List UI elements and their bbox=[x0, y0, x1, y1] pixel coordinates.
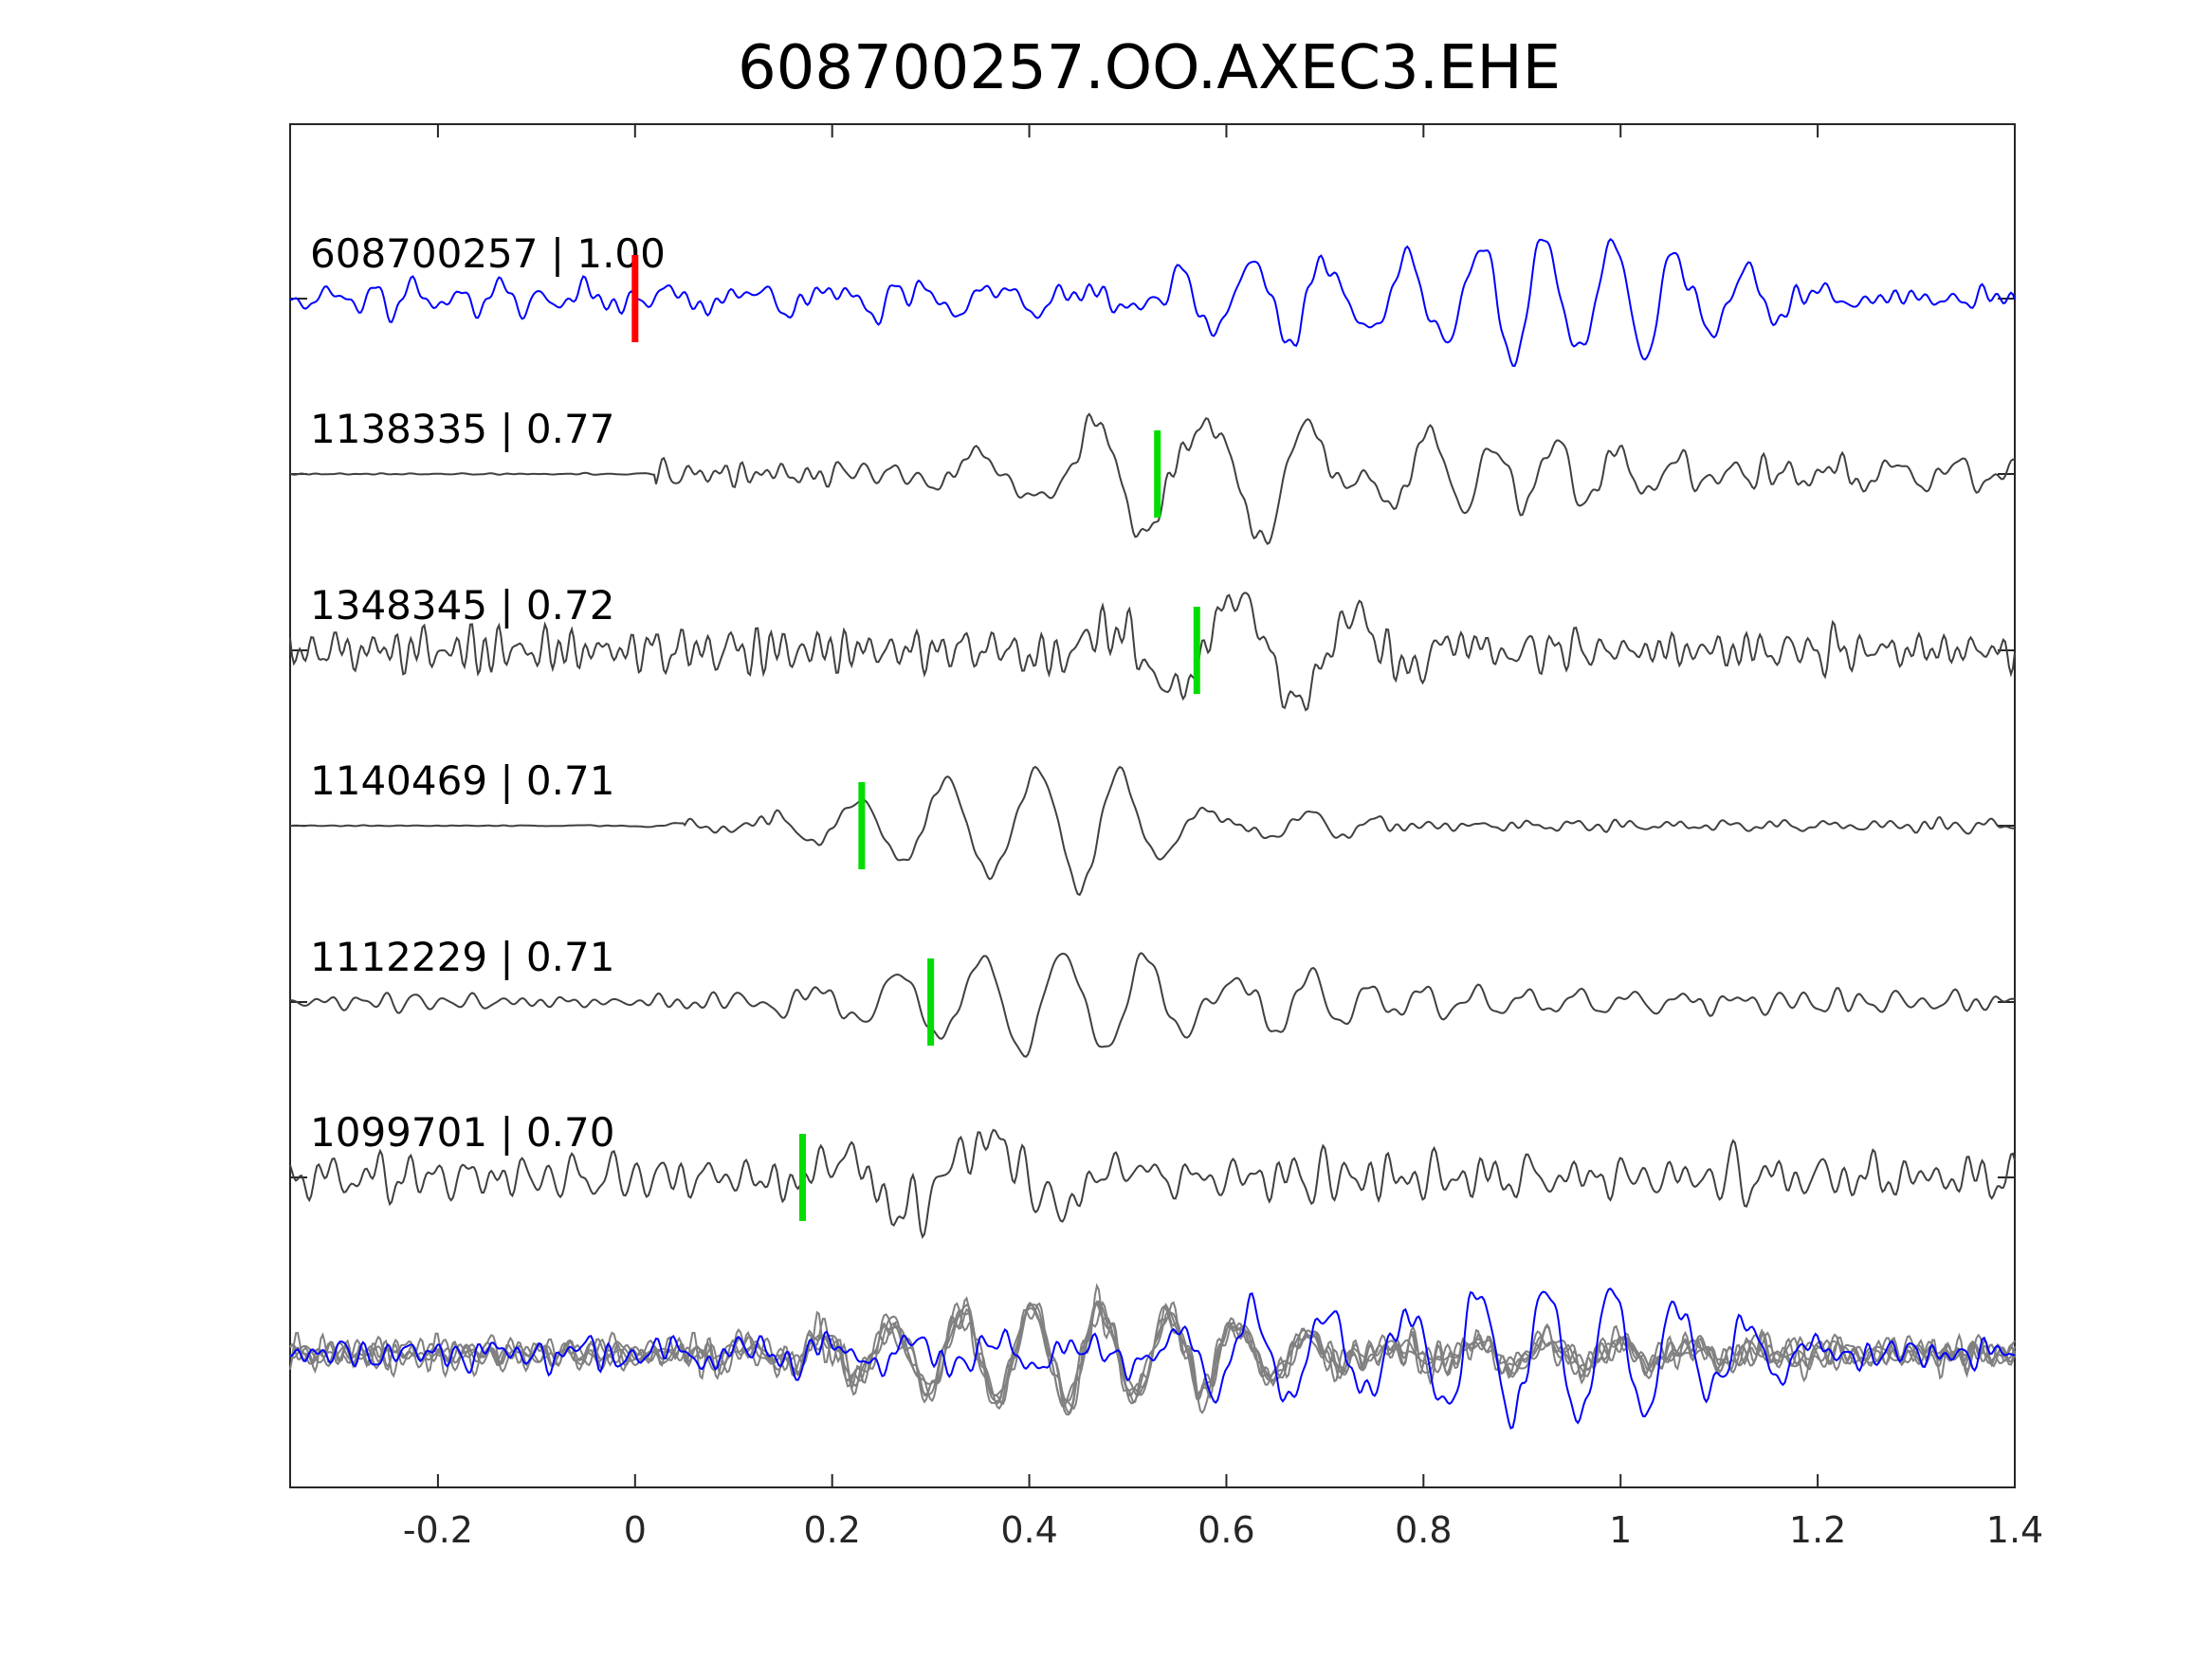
x-tick-label: 1 bbox=[1609, 1509, 1632, 1551]
x-tick-label: 0.6 bbox=[1197, 1509, 1254, 1551]
trace-label: 1099701 | 0.70 bbox=[310, 1109, 614, 1156]
x-tick-label: 0.2 bbox=[803, 1509, 860, 1551]
trace-2 bbox=[289, 592, 2016, 712]
trace-label: 608700257 | 1.00 bbox=[310, 230, 666, 277]
overlay-traces bbox=[289, 1283, 2016, 1430]
trace-label: 1348345 | 0.72 bbox=[310, 582, 614, 629]
plot-area bbox=[289, 123, 2016, 1488]
overlay-template-trace bbox=[289, 1287, 2016, 1430]
trace-1 bbox=[289, 412, 2016, 545]
trace-group bbox=[289, 238, 2016, 1240]
x-tick-label: 0 bbox=[624, 1509, 647, 1551]
trace-label: 1140469 | 0.71 bbox=[310, 757, 614, 804]
trace-3 bbox=[289, 765, 2016, 897]
x-tick-label: 1.4 bbox=[1986, 1509, 2043, 1551]
x-tick-label: -0.2 bbox=[403, 1509, 473, 1551]
x-tick-label: 0.8 bbox=[1395, 1509, 1452, 1551]
trace-label: 1138335 | 0.77 bbox=[310, 406, 614, 452]
x-tick-label: 0.4 bbox=[1000, 1509, 1057, 1551]
chart-title: 608700257.OO.AXEC3.EHE bbox=[738, 33, 1561, 103]
x-axis: -0.2 0 0.2 0.4 0.6 0.8 1 1.2 1.4 bbox=[403, 124, 2043, 1551]
trace-5 bbox=[289, 1128, 2016, 1240]
trace-labels: 608700257 | 1.00 1138335 | 0.77 1348345 | … bbox=[310, 230, 666, 1156]
overlay-trace bbox=[289, 1300, 2016, 1408]
trace-0 bbox=[290, 238, 2016, 368]
x-tick-label: 1.2 bbox=[1789, 1509, 1846, 1551]
trace-label: 1112229 | 0.71 bbox=[310, 934, 614, 980]
pick-markers bbox=[631, 255, 1200, 1221]
trace-4 bbox=[289, 952, 2016, 1058]
